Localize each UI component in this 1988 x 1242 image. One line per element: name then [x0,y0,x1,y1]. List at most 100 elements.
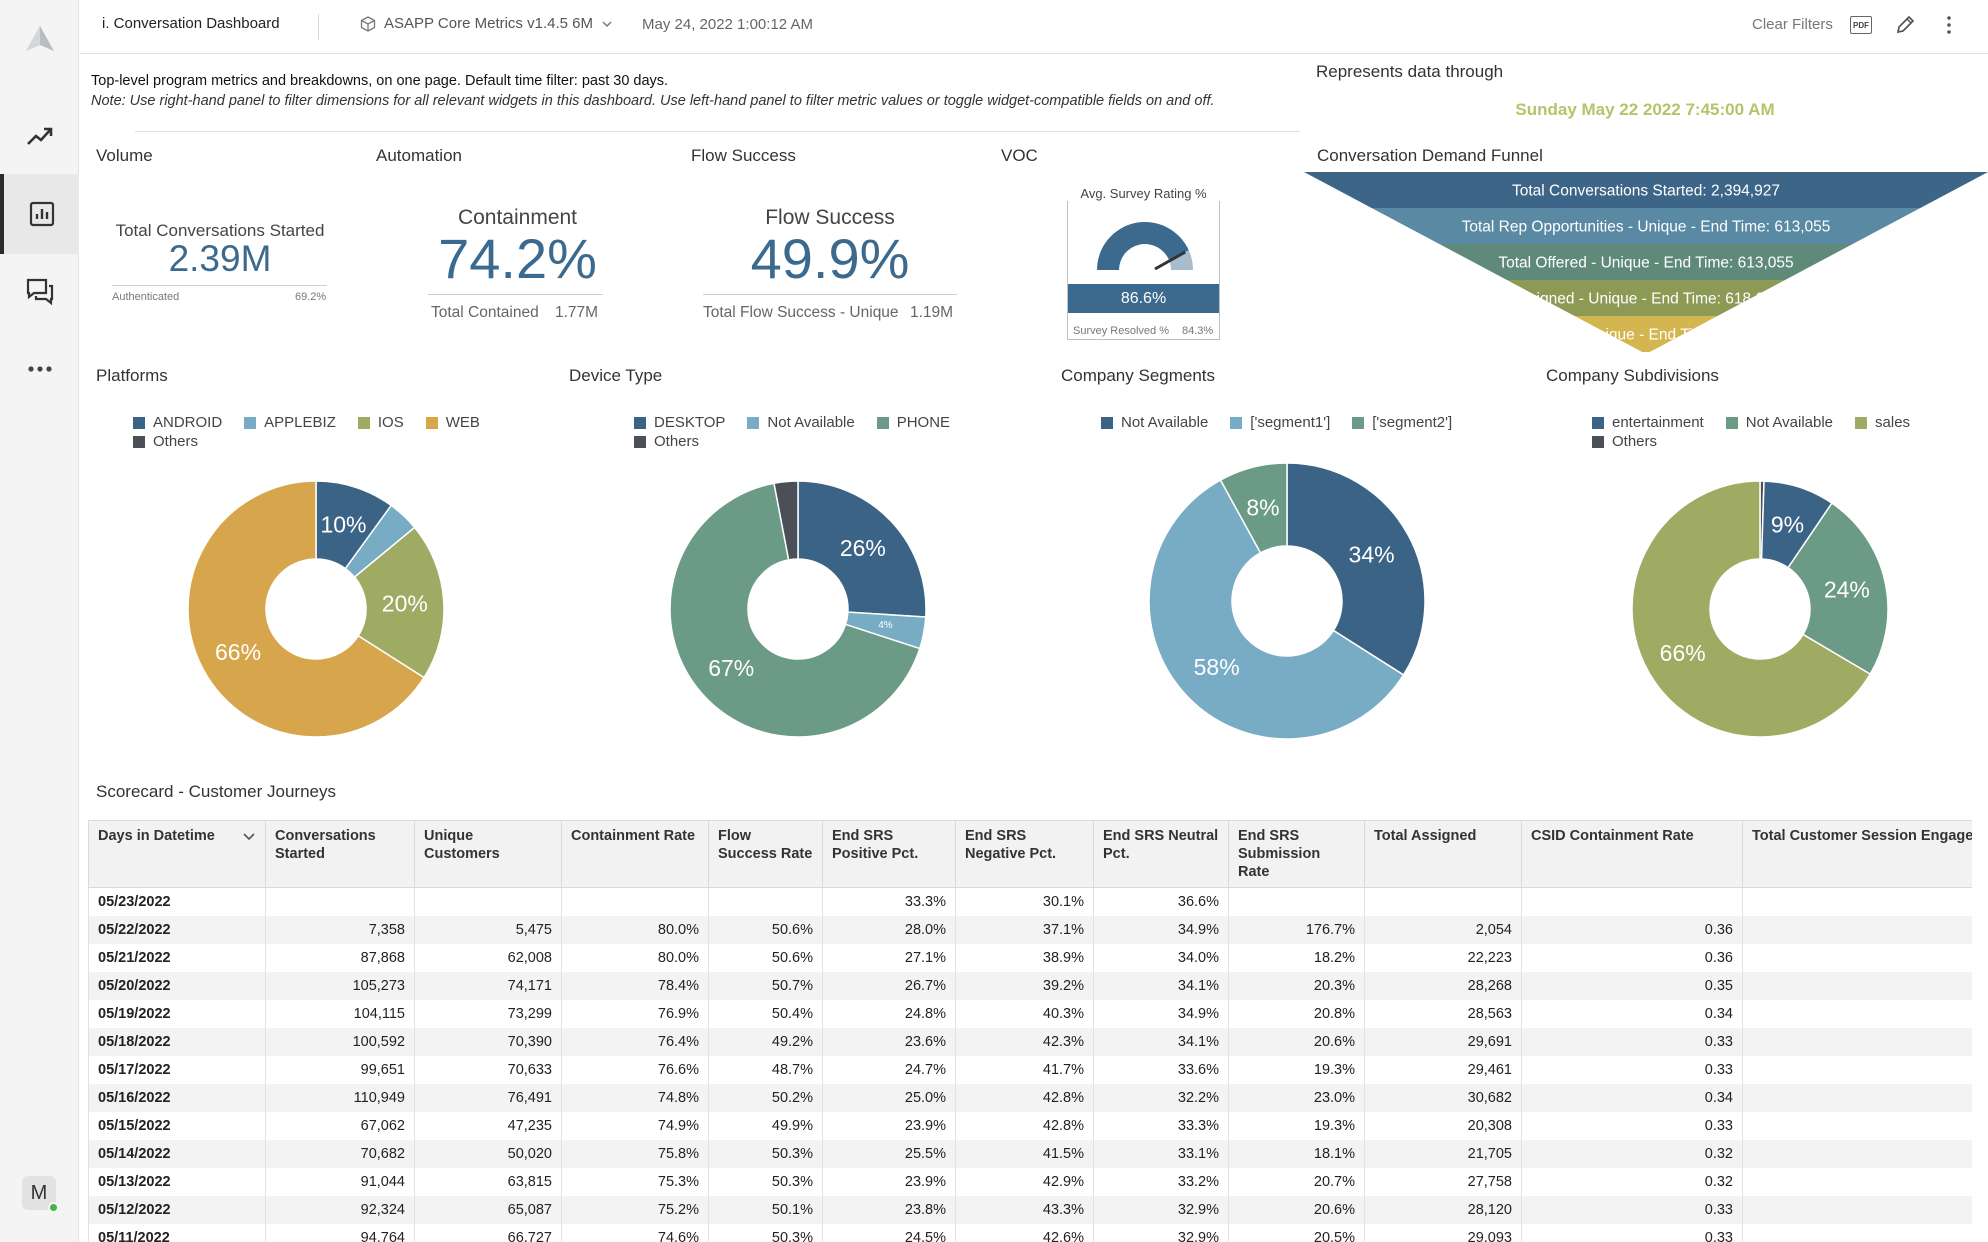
model-selector[interactable]: ASAPP Core Metrics v1.4.5 6M [360,15,613,32]
legend-item[interactable]: ANDROID [133,414,222,431]
table-cell: 0.33 [1521,1111,1743,1140]
table-cell: 33.6% [1093,1055,1229,1084]
funnel-stage[interactable] [1304,172,1988,208]
total-contained-label: Total Contained [431,304,539,321]
column-header-days[interactable]: Days in Datetime [88,820,266,888]
more-vertical-icon[interactable] [1938,14,1960,41]
gauge-value-arc [1097,221,1189,270]
gauge-remainder-arc [1168,250,1193,270]
table-cell [1364,887,1522,916]
legend-item[interactable]: ['segment1'] [1230,414,1330,431]
legend-item[interactable]: PHONE [876,414,950,431]
donut-slice[interactable] [353,526,445,679]
legend-item[interactable]: Others [1592,433,1657,450]
table-cell: 42.8% [955,1083,1094,1112]
donut-slice[interactable] [797,480,927,618]
table-cell: 37.1% [955,915,1094,944]
legend-item[interactable]: sales [1855,414,1910,431]
table-row[interactable]: 05/11/2022 94,764 66,727 74.6% 50.3% 24.5% 42.… [88,1223,1972,1242]
table-cell: 20.3% [1228,971,1365,1000]
table-row[interactable]: 05/17/2022 99,651 70,633 76.6% 48.7% 24.7% 41.… [88,1055,1972,1084]
app-logo-icon[interactable] [0,0,79,80]
legend-item[interactable]: Others [634,433,699,450]
table-cell: 74.6% [561,1223,709,1242]
donut-slice[interactable] [1148,479,1405,740]
column-header[interactable]: Total Assigned [1364,820,1522,888]
legend-item[interactable]: ['segment2'] [1352,414,1452,431]
table-row[interactable]: 05/12/2022 92,324 65,087 75.2% 50.1% 23.8% 43.… [88,1195,1972,1224]
table-cell: 39.2% [955,971,1094,1000]
column-header[interactable]: End SRS Neutral Pct. [1093,820,1229,888]
column-header[interactable]: End SRS Negative Pct. [955,820,1094,888]
legend-item[interactable]: IOS [357,414,404,431]
table-row[interactable]: 05/20/2022 105,273 74,171 78.4% 50.7% 26.7% 39… [88,971,1972,1000]
table-row[interactable]: 05/21/2022 87,868 62,008 80.0% 50.6% 27.1% 38.… [88,943,1972,972]
column-header[interactable]: Total Customer Session Engagement [1742,820,1972,888]
table-cell: 29,093 [1364,1223,1522,1242]
table-row[interactable]: 05/23/2022 33.3% 30.1% 36.6% [88,887,1972,916]
table-cell: 0.33 [1521,1027,1743,1056]
table-row[interactable]: 05/13/2022 91,044 63,815 75.3% 50.3% 23.9% 42.… [88,1167,1972,1196]
more-horizontal-icon[interactable] [0,329,79,409]
funnel-stage[interactable] [1574,316,1718,352]
donut-slice[interactable] [669,482,921,738]
flow-success-unique-label: Total Flow Success - Unique [703,304,899,321]
donut-slice[interactable] [1631,480,1872,738]
table-cell [1742,915,1972,944]
column-header[interactable]: CSID Containment Rate [1521,820,1743,888]
pdf-download-icon[interactable]: PDF [1850,16,1872,34]
table-cell: 76,491 [414,1083,562,1112]
scorecard-table-container[interactable]: Days in Datetime Conversations Started U… [88,820,1972,1242]
table-row[interactable]: 05/22/2022 7,358 5,475 80.0% 50.6% 28.0% 37.1%… [88,915,1972,944]
donut-slice[interactable] [1787,502,1889,676]
donut-slice[interactable] [1286,462,1426,676]
table-row[interactable]: 05/19/2022 104,115 73,299 76.9% 50.4% 24.8% 40… [88,999,1972,1028]
funnel-stage[interactable] [1439,244,1853,280]
conversations-icon[interactable] [0,251,79,331]
user-avatar[interactable]: M [22,1176,59,1213]
dashboard-chart-icon[interactable] [0,174,79,254]
table-cell-date: 05/23/2022 [88,887,266,916]
sort-chevron-down-icon[interactable] [242,832,256,842]
legend-item[interactable]: DESKTOP [634,414,725,431]
table-cell: 87,868 [265,943,415,972]
table-row[interactable]: 05/14/2022 70,682 50,020 75.8% 50.3% 25.5% 41.… [88,1139,1972,1168]
legend-label: sales [1875,414,1911,431]
dashboard-note: Note: Use right-hand panel to filter dim… [91,93,1215,109]
edit-pencil-icon[interactable] [1894,14,1916,41]
column-header[interactable]: Unique Customers [414,820,562,888]
column-header[interactable]: Containment Rate [561,820,709,888]
legend-item[interactable]: Not Available [747,414,855,431]
online-status-dot [48,1202,59,1213]
table-cell: 66,727 [414,1223,562,1242]
legend-item[interactable]: Not Available [1101,414,1208,431]
donut-slice[interactable] [187,480,426,738]
funnel-stage[interactable] [1506,280,1786,316]
legend-item[interactable]: APPLEBIZ [244,414,336,431]
table-cell: 38.9% [955,943,1094,972]
funnel-stage-label: Total Conversations Started: 2,394,927 [1512,183,1780,200]
table-row[interactable]: 05/15/2022 67,062 47,235 74.9% 49.9% 23.9% 42.… [88,1111,1972,1140]
table-cell: 75.2% [561,1195,709,1224]
clear-filters-button[interactable]: Clear Filters [1752,16,1833,33]
table-cell: 76.4% [561,1027,709,1056]
legend-swatch [244,416,257,429]
legend-item[interactable]: entertainment [1592,414,1704,431]
table-row[interactable]: 05/16/2022 110,949 76,491 74.8% 50.2% 25.0% 42… [88,1083,1972,1112]
legend-item[interactable]: WEB [425,414,480,431]
donut-slice[interactable] [1219,462,1288,554]
column-header[interactable]: Flow Success Rate [708,820,823,888]
volume-title: Volume [96,146,153,165]
legend-item[interactable]: Not Available [1725,414,1833,431]
table-cell: 28,563 [1364,999,1522,1028]
legend-item[interactable]: Others [133,433,198,450]
trending-up-icon[interactable] [0,96,79,176]
funnel-stage[interactable] [1371,208,1921,244]
donut-slice[interactable] [773,480,799,561]
table-cell: 0.33 [1521,1055,1743,1084]
column-header[interactable]: End SRS Positive Pct. [822,820,956,888]
column-header[interactable]: End SRS Submission Rate [1228,820,1365,888]
column-header[interactable]: Conversations Started [265,820,415,888]
table-row[interactable]: 05/18/2022 100,592 70,390 76.4% 49.2% 23.6% 42… [88,1027,1972,1056]
table-cell-date: 05/21/2022 [88,943,266,972]
